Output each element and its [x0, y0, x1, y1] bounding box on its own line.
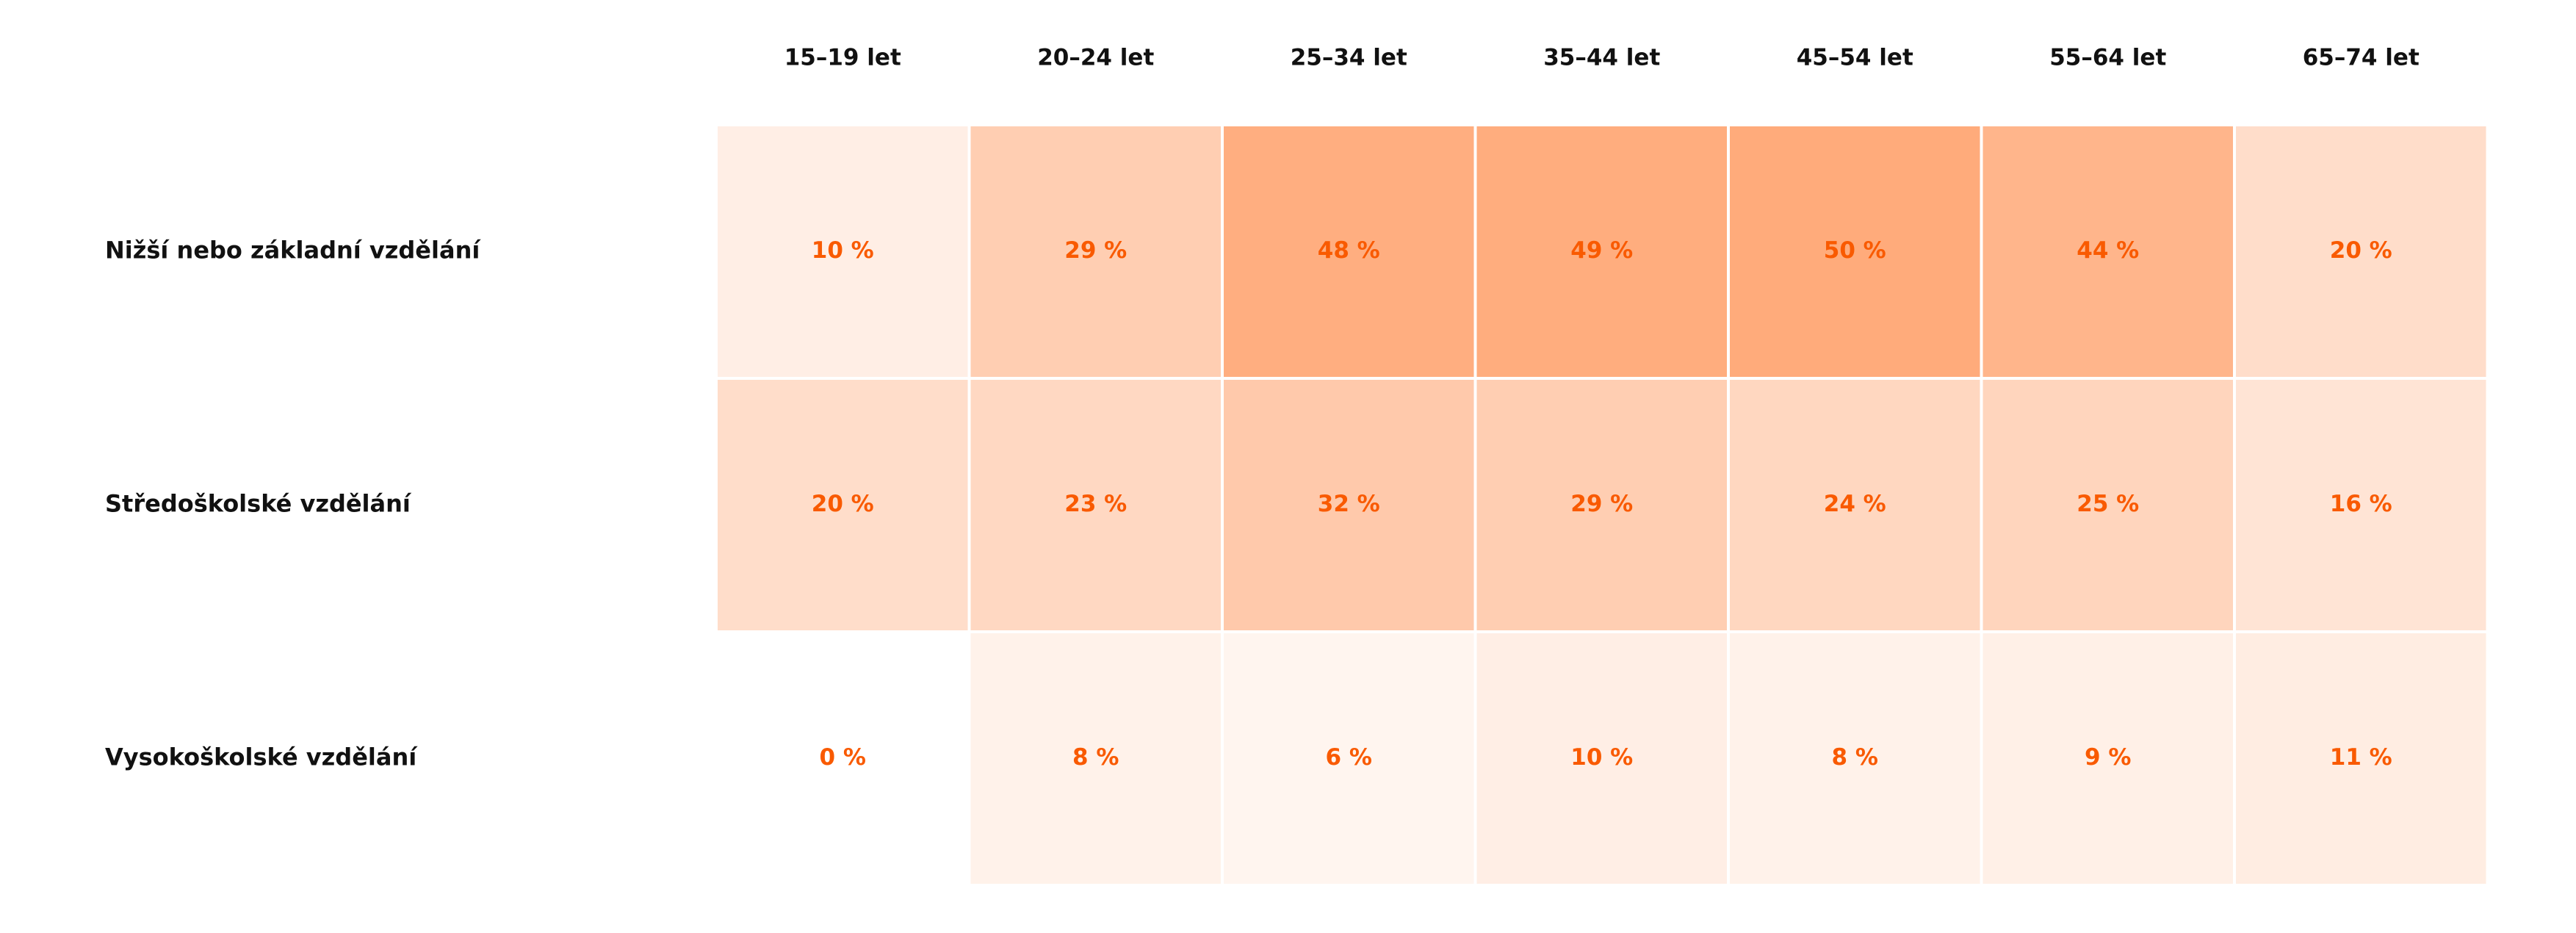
cell-value-label: 49 %: [1570, 237, 1633, 264]
cell-value-label: 44 %: [2077, 237, 2139, 264]
row-label: Vysokoškolské vzdělání: [105, 743, 418, 771]
heatmap-cell: [2233, 630, 2489, 887]
cell-value-label: 23 %: [1064, 491, 1127, 517]
heatmap-cell: [1727, 630, 1983, 887]
cell-value-label: 0 %: [820, 744, 866, 771]
heatmap-cell: [1980, 377, 2236, 633]
heatmap-cell: [1727, 123, 1983, 380]
cell-value-label: 9 %: [2085, 744, 2131, 771]
heatmap-cell: [715, 377, 971, 633]
heatmap-cell: [715, 123, 971, 380]
cell-value-label: 25 %: [2077, 491, 2139, 517]
heatmap-cell: [1473, 123, 1730, 380]
heatmap-cell: [1980, 630, 2236, 887]
heatmap-cell: [1221, 377, 1477, 633]
cell-value-label: 29 %: [1570, 491, 1633, 517]
cell-value-label: 6 %: [1326, 744, 1372, 771]
heatmap-cell: [1221, 123, 1477, 380]
heatmap-cells: 10 % 29 % 48 % 49 % 50 % 44 % 20 % 20 % 23 % 32 %…: [715, 123, 2489, 887]
heatmap-cell: [2233, 377, 2489, 633]
cell-value-label: 20 %: [812, 491, 874, 517]
heatmap-cell: [1980, 123, 2236, 380]
heatmap-cell: [1473, 630, 1730, 887]
column-label: 55–64 let: [2049, 45, 2166, 71]
heatmap-cell: [1221, 630, 1477, 887]
cell-value-label: 24 %: [1824, 491, 1886, 517]
column-label: 25–34 let: [1291, 45, 1407, 71]
heatmap-cell: [1727, 377, 1983, 633]
cell-value-label: 11 %: [2330, 744, 2392, 771]
row-labels: Nižší nebo základní vzdělání Středoškolsk…: [105, 237, 481, 771]
row-label: Nižší nebo základní vzdělání: [105, 237, 481, 264]
cell-value-label: 32 %: [1318, 491, 1380, 517]
heatmap-cell: [967, 123, 1224, 380]
row-label: Středoškolské vzdělání: [105, 490, 412, 518]
cell-value-label: 10 %: [812, 237, 874, 264]
cell-value-label: 50 %: [1824, 237, 1886, 264]
column-label: 65–74 let: [2303, 45, 2420, 71]
cell-value-label: 48 %: [1318, 237, 1380, 264]
column-labels: 15–19 let 20–24 let 25–34 let 35–44 let 45–5…: [784, 45, 2420, 71]
cell-value-label: 8 %: [1832, 744, 1878, 771]
cell-value-label: 16 %: [2330, 491, 2392, 517]
column-label: 35–44 let: [1543, 45, 1660, 71]
heatmap-cell: [967, 630, 1224, 887]
cell-value-label: 10 %: [1570, 744, 1633, 771]
cell-value-label: 29 %: [1064, 237, 1127, 264]
cell-value-label: 8 %: [1072, 744, 1119, 771]
column-label: 45–54 let: [1797, 45, 1913, 71]
cell-value-label: 20 %: [2330, 237, 2392, 264]
column-label: 20–24 let: [1037, 45, 1154, 71]
column-label: 15–19 let: [784, 45, 901, 71]
heatmap-cell: [715, 630, 971, 887]
